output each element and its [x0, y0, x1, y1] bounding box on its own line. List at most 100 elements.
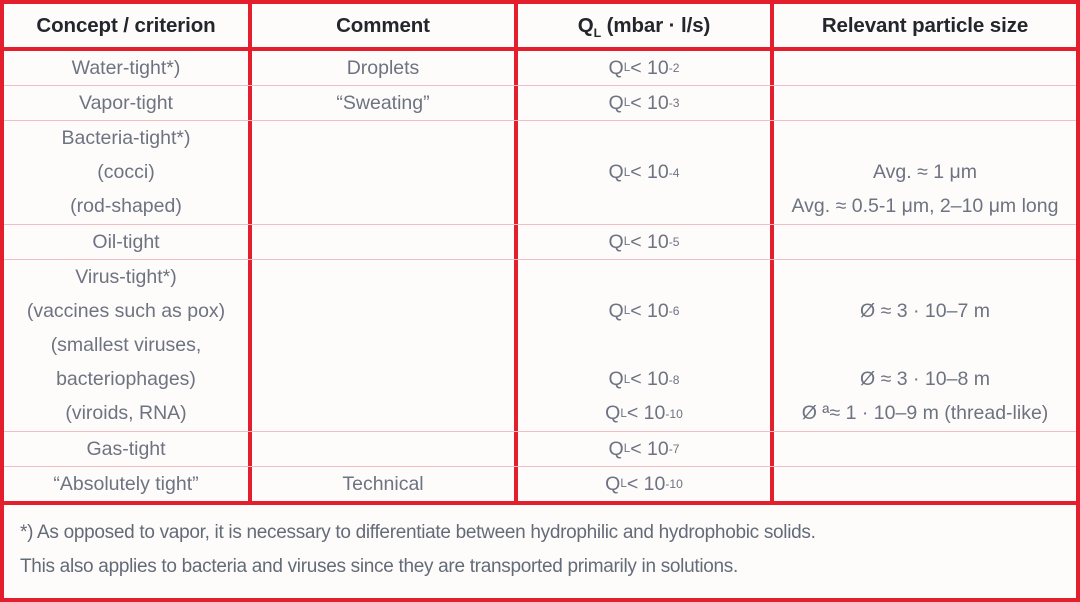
table-header-row: Concept / criterion Comment QL (mbar · l… [4, 4, 1076, 51]
table-cell: “Absolutely tight” [4, 467, 252, 502]
table-cell: Droplets [252, 51, 518, 86]
table-cell: Ø ≈ 3 · 10–7 m Ø ≈ 3 · 10–8 m Ø ª≈ 1 · 10–… [774, 260, 1076, 431]
cell-line [252, 397, 514, 431]
cell-line [774, 467, 1076, 501]
cell-line: “Absolutely tight” [53, 472, 199, 495]
cell-line: Vapor-tight [79, 91, 173, 114]
cell-line: (cocci) [97, 161, 155, 184]
cell-line [252, 329, 514, 363]
cell-line [252, 260, 514, 294]
table-cell [774, 51, 1076, 85]
header-label-particle-size: Relevant particle size [821, 13, 1029, 37]
header-cell-concept: Concept / criterion [4, 4, 252, 47]
cell-line: Ø ≈ 3 · 10–7 m [860, 299, 990, 322]
cell-line [252, 225, 514, 259]
cell-line [774, 51, 1076, 85]
cell-line: (vaccines such as pox) [26, 299, 226, 322]
table-cell [252, 432, 518, 467]
table-cell: Technical [252, 467, 518, 502]
table-row-bacteria-tight: Bacteria-tight*) (cocci) (rod-shaped) Q L < … [4, 121, 1076, 225]
cell-line [518, 260, 770, 294]
cell-line: Oil-tight [92, 230, 160, 253]
cell-line: (rod-shaped) [70, 195, 182, 218]
table-row-absolutely-tight: “Absolutely tight” Technical Q L < 10 -10 [4, 467, 1076, 502]
table-row-virus-tight: Virus-tight*) (vaccines such as pox) (smal… [4, 260, 1076, 433]
table-row-gas-tight: Gas-tight Q L < 10 -7 [4, 432, 1076, 468]
header-label-concept: Concept / criterion [36, 13, 216, 37]
cell-line: Ø ≈ 3 · 10–8 m [860, 368, 990, 391]
cell-line: bacteriophages) [56, 368, 196, 391]
cell-line [252, 432, 514, 466]
cell-line: Avg. ≈ 1 μm [873, 161, 977, 184]
header-cell-particle-size: Relevant particle size [774, 4, 1076, 47]
footnote-line-1: *) As opposed to vapor, it is necessary … [20, 522, 816, 544]
header-label-comment: Comment [336, 13, 430, 37]
table-cell [252, 224, 518, 260]
table-row-oil-tight: Oil-tight Q L < 10 -5 [4, 224, 1076, 261]
header-label-leak-rate: QL (mbar · l/s) [577, 13, 711, 40]
cell-line: (viroids, RNA) [65, 402, 187, 425]
table-cell: Avg. ≈ 1 μm Avg. ≈ 0.5-1 μm, 2–10 μm long [774, 121, 1076, 224]
header-cell-leak-rate: QL (mbar · l/s) [518, 4, 774, 47]
cell-line: Virus-tight*) [75, 265, 177, 288]
cell-line [518, 329, 770, 363]
cell-line: Water-tight*) [71, 56, 181, 79]
cell-line [774, 225, 1076, 259]
cell-line: Gas-tight [86, 437, 166, 460]
cell-line: Droplets [346, 56, 420, 79]
cell-line [252, 121, 514, 155]
cell-line [518, 121, 770, 155]
cell-line: Avg. ≈ 0.5-1 μm, 2–10 μm long [791, 195, 1059, 218]
table-cell: Bacteria-tight*) (cocci) (rod-shaped) [4, 121, 252, 224]
table-cell [252, 121, 518, 224]
cell-line [252, 363, 514, 397]
cell-line: (smallest viruses, [50, 334, 202, 357]
header-cell-comment: Comment [252, 4, 518, 47]
footnote-line-2: This also applies to bacteria and viruse… [20, 556, 738, 578]
table-row-water-tight: Water-tight*) Droplets Q L < 10 -2 [4, 51, 1076, 87]
cell-line: Bacteria-tight*) [61, 126, 191, 149]
table-cell [774, 432, 1076, 466]
footnote: *) As opposed to vapor, it is necessary … [4, 505, 1076, 598]
cell-line [252, 190, 514, 224]
table-cell: “Sweating” [252, 86, 518, 121]
cell-line: Technical [342, 472, 424, 495]
table-cell: Oil-tight [4, 224, 252, 260]
cell-line [774, 329, 1076, 363]
criteria-table: Concept / criterion Comment QL (mbar · l… [4, 4, 1076, 506]
table-cell: Virus-tight*) (vaccines such as pox) (smal… [4, 260, 252, 432]
table-cell [774, 467, 1076, 501]
cell-line: “Sweating” [336, 91, 430, 114]
cell-line [252, 156, 514, 190]
cell-line [774, 432, 1076, 466]
cell-line: Ø ª≈ 1 · 10–9 m (thread-like) [801, 402, 1049, 425]
table-cell: Gas-tight [4, 432, 252, 467]
cell-line [774, 260, 1076, 294]
table-cell: Water-tight*) [4, 51, 252, 86]
cell-line [252, 294, 514, 328]
table-cell [252, 260, 518, 432]
table-body: Water-tight*) Droplets Q L < 10 -2 Vapor-tigh… [4, 51, 1076, 502]
cell-line [774, 121, 1076, 155]
cell-line [518, 190, 770, 224]
table-cell [774, 225, 1076, 259]
table-cell: Vapor-tight [4, 86, 252, 121]
table-row-vapor-tight: Vapor-tight “Sweating” Q L < 10 -3 [4, 86, 1076, 122]
cell-line [774, 86, 1076, 120]
